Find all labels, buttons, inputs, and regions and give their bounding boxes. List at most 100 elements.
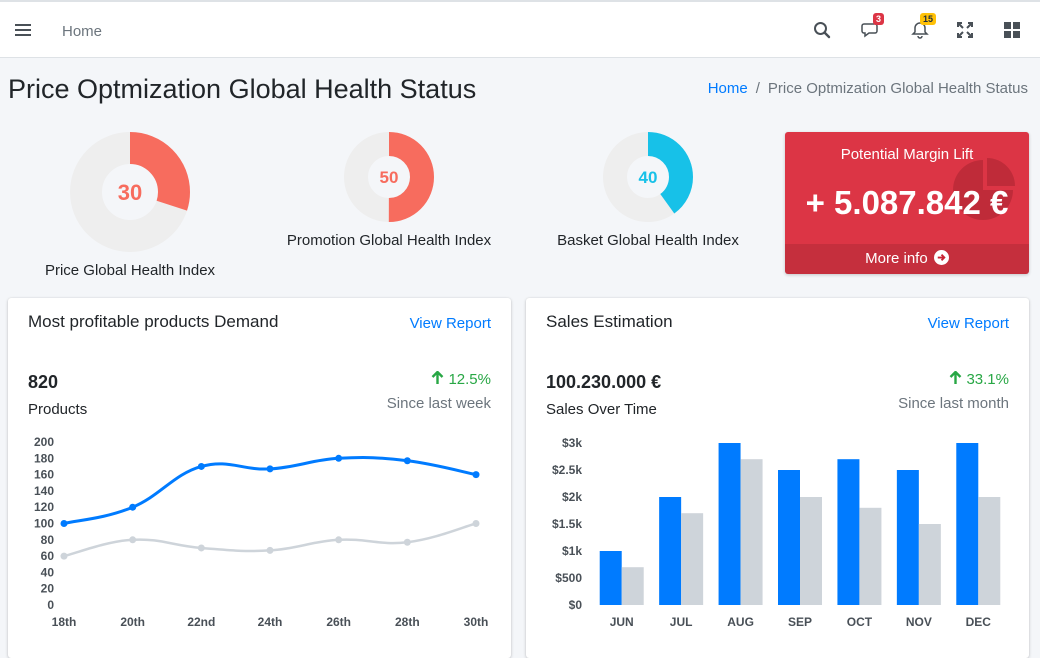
- y-tick-label: $3k: [562, 436, 582, 450]
- products-demand-card: Most profitable products Demand View Rep…: [8, 298, 511, 658]
- notifications-badge: 15: [920, 13, 937, 25]
- bar: [837, 459, 860, 605]
- bar: [659, 497, 682, 605]
- arrow-up-icon: [431, 370, 444, 384]
- x-tick-label: 24th: [258, 615, 283, 629]
- x-tick-label: 22nd: [187, 615, 215, 629]
- nav-home-link[interactable]: Home: [62, 23, 103, 40]
- data-point: [129, 536, 137, 544]
- products-count: 820: [28, 372, 59, 392]
- arrow-circle-right-icon: [933, 250, 949, 265]
- x-tick-label: 28th: [395, 615, 420, 629]
- data-point: [197, 462, 205, 470]
- bar: [896, 470, 919, 605]
- products-change-value: 12.5%: [448, 371, 491, 388]
- data-point: [60, 520, 68, 527]
- y-tick-label: $1.5k: [552, 517, 582, 531]
- promotion-health-gauge: 50: [344, 132, 434, 222]
- sales-total: 100.230.000 €: [546, 372, 662, 392]
- grid-icon[interactable]: [1000, 18, 1024, 42]
- y-tick-label: 80: [41, 533, 55, 547]
- breadcrumb-home-link[interactable]: Home: [707, 80, 748, 97]
- pie-chart-icon: [953, 158, 1015, 220]
- margin-value: + 5.087.842 €: [805, 184, 1009, 221]
- y-tick-label: 120: [34, 500, 54, 514]
- bar: [918, 524, 941, 605]
- y-tick-label: 160: [34, 468, 54, 482]
- y-tick-label: 0: [47, 598, 54, 612]
- more-info-label: More info: [865, 250, 928, 267]
- y-tick-label: 100: [34, 517, 54, 531]
- sales-card-title: Sales Estimation: [546, 312, 673, 331]
- basket-health-label: Basket Global Health Index: [557, 232, 739, 249]
- gauge-value: 30: [118, 180, 142, 205]
- y-tick-label: 40: [41, 565, 55, 579]
- breadcrumb: Home / Price Optmization Global Health Sta…: [708, 80, 1028, 97]
- y-tick-label: 200: [34, 435, 54, 449]
- bar: [978, 497, 1001, 605]
- sales-sub-label: Sales Over Time: [546, 401, 657, 418]
- products-line-chart: 0 20 40 60 80 100 120 140 160 180 200 18th 20th 22nd 2…: [34, 435, 489, 629]
- potential-margin-box: Potential Margin Lift + 5.087.842 € More…: [785, 132, 1029, 274]
- y-tick-label: 60: [41, 549, 55, 563]
- products-sub-label: Products: [28, 401, 88, 418]
- comments-icon[interactable]: 3: [859, 13, 885, 42]
- sales-bar-chart: $0 $500 $1k $1.5k $2k $2.5k $3k JUN JUL AUG SEP OCT…: [552, 436, 1001, 629]
- top-navbar: Home 3 15: [0, 0, 1040, 58]
- y-tick-label: $1k: [562, 544, 582, 558]
- products-change: 12.5%: [431, 370, 491, 388]
- bar: [621, 567, 644, 605]
- page-title: Price Optmization Global Health Status: [8, 74, 477, 104]
- bar: [956, 443, 979, 605]
- data-point: [266, 465, 274, 473]
- gauge-fill: [344, 132, 434, 222]
- margin-title: Potential Margin Lift: [840, 146, 974, 163]
- expand-icon[interactable]: [953, 18, 977, 42]
- sales-change: 33.1%: [949, 370, 1009, 388]
- more-info-link[interactable]: More info: [785, 244, 1029, 274]
- bar: [718, 443, 741, 605]
- y-tick-label: $2.5k: [552, 463, 582, 477]
- bar: [859, 507, 882, 605]
- arrow-up-icon: [949, 370, 962, 384]
- sales-change-value: 33.1%: [966, 371, 1009, 388]
- promotion-health-label: Promotion Global Health Index: [286, 232, 492, 249]
- sales-since: Since last month: [898, 395, 1009, 412]
- breadcrumb-current: Price Optmization Global Health Status: [767, 80, 1028, 97]
- data-point: [129, 503, 137, 511]
- x-tick-label: SEP: [788, 615, 812, 629]
- y-tick-label: 20: [41, 582, 55, 596]
- products-view-report-link[interactable]: View Report: [409, 315, 491, 332]
- y-tick-label: 140: [34, 484, 54, 498]
- sales-view-report-link[interactable]: View Report: [927, 315, 1009, 332]
- data-point: [335, 454, 343, 462]
- data-point: [472, 471, 480, 479]
- y-tick-label: $500: [555, 571, 582, 585]
- sales-estimation-card: Sales Estimation View Report 100.230.000…: [526, 298, 1029, 658]
- y-tick-label: 180: [34, 451, 54, 465]
- price-health-label: Price Global Health Index: [44, 262, 216, 279]
- products-card-title: Most profitable products Demand: [28, 312, 279, 331]
- data-point: [472, 520, 480, 527]
- x-tick-label: 18th: [52, 615, 77, 629]
- bar: [778, 470, 800, 605]
- x-tick-label: JUN: [610, 615, 634, 629]
- x-tick-label: 20th: [120, 615, 145, 629]
- basket-health-gauge: 40: [603, 132, 693, 222]
- data-point: [197, 544, 205, 552]
- y-tick-label: $0: [569, 598, 583, 612]
- gauge-value: 40: [639, 168, 658, 187]
- bar: [681, 513, 704, 605]
- gauge-fill: [70, 132, 190, 252]
- data-point: [403, 538, 411, 546]
- gauge-fill: [603, 132, 693, 222]
- search-icon[interactable]: [810, 18, 834, 42]
- price-health-gauge: 30: [70, 132, 190, 252]
- x-tick-label: 30th: [464, 615, 489, 629]
- bell-icon[interactable]: 15: [908, 13, 937, 42]
- bars-icon[interactable]: [11, 18, 35, 42]
- bar: [800, 497, 822, 605]
- data-point: [335, 536, 343, 544]
- x-tick-label: AUG: [727, 615, 754, 629]
- data-point: [266, 546, 274, 554]
